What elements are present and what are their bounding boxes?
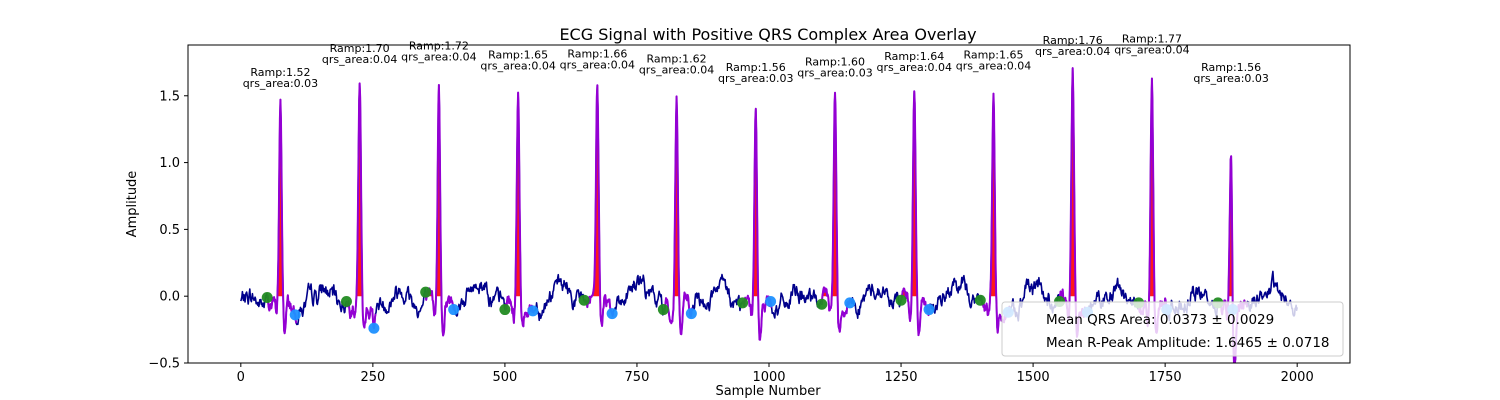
r-peak-amplitude-label: Ramp:1.65 [488, 49, 548, 62]
y-tick-label: 1.0 [159, 156, 180, 171]
qrs-segment-line [741, 107, 773, 341]
x-tick-label: 500 [492, 370, 517, 385]
qrs-onset-marker [499, 304, 511, 316]
qrs-onset-marker [261, 292, 273, 304]
qrs-offset-marker [289, 309, 301, 321]
qrs-area-label: qrs_area:0.03 [243, 77, 318, 90]
r-peak-amplitude-label: Ramp:1.56 [726, 61, 786, 74]
qrs-onset-marker [737, 297, 749, 309]
r-peak-amplitude-label: Ramp:1.66 [567, 47, 627, 60]
x-tick-label: 1500 [1017, 370, 1050, 385]
qrs-onset-marker [420, 286, 432, 298]
r-peak-amplitude-label: Ramp:1.64 [884, 50, 944, 63]
qrs-offset-marker [765, 296, 777, 308]
legend-entry-qrs-area: Mean QRS Area: 0.0373 ± 0.0029 [1046, 312, 1274, 328]
qrs-onset-marker [657, 304, 669, 316]
r-peak-amplitude-label: Ramp:1.62 [647, 53, 707, 66]
y-tick-label: −0.5 [148, 357, 180, 372]
qrs-area-label: qrs_area:0.04 [956, 60, 1031, 73]
qrs-offset-marker [923, 304, 935, 316]
qrs-offset-marker [448, 304, 460, 316]
legend-entry-r-peak: Mean R-Peak Amplitude: 1.6465 ± 0.0718 [1046, 335, 1330, 351]
qrs-area-label: qrs_area:0.04 [480, 60, 555, 73]
qrs-area-label: qrs_area:0.04 [639, 64, 714, 77]
qrs-area-label: qrs_area:0.04 [1035, 45, 1110, 58]
y-tick-label: 0.0 [159, 290, 180, 305]
qrs-area-label: qrs_area:0.03 [797, 66, 872, 79]
r-peak-amplitude-label: Ramp:1.72 [409, 39, 469, 52]
r-peak-amplitude-label: Ramp:1.77 [1122, 33, 1182, 46]
qrs-offset-marker [527, 305, 539, 317]
plot-area [240, 67, 1298, 363]
x-tick-label: 1750 [1149, 370, 1182, 385]
x-tick-label: 0 [237, 370, 245, 385]
qrs-area-label: qrs_area:0.04 [560, 58, 635, 71]
qrs-onset-marker [974, 294, 986, 306]
qrs-area-label: qrs_area:0.04 [1114, 44, 1189, 57]
r-peak-amplitude-label: Ramp:1.60 [805, 55, 865, 68]
qrs-area-label: qrs_area:0.03 [1193, 72, 1268, 85]
qrs-offset-marker [368, 322, 380, 334]
y-axis-ticks: −0.5 0.0 0.5 1.0 1.5 [148, 89, 188, 372]
chart-title: ECG Signal with Positive QRS Complex Are… [559, 25, 976, 44]
qrs-offset-marker [685, 308, 697, 320]
r-peak-amplitude-label: Ramp:1.56 [1201, 61, 1261, 74]
x-axis-title: Sample Number [715, 384, 821, 399]
r-peak-amplitude-label: Ramp:1.76 [1043, 34, 1103, 47]
qrs-segment-line [266, 98, 298, 335]
legend: Mean QRS Area: 0.0373 ± 0.0029 Mean R-Pe… [1001, 301, 1344, 357]
qrs-segment-line [820, 91, 852, 333]
qrs-onset-marker [578, 294, 590, 306]
x-tick-label: 2000 [1281, 370, 1314, 385]
qrs-offset-marker [606, 308, 618, 320]
x-tick-label: 1000 [752, 370, 785, 385]
qrs-offset-marker [844, 297, 856, 309]
qrs-area-label: qrs_area:0.04 [322, 53, 397, 66]
qrs-area-label: qrs_area:0.04 [401, 50, 476, 63]
x-axis-ticks: 0 250 500 750 1000 1250 1500 1750 2000 [237, 363, 1314, 385]
y-axis-title: Amplitude [125, 171, 140, 238]
annotation-layer: Ramp:1.52qrs_area:0.03Ramp:1.70qrs_area:… [243, 33, 1269, 90]
qrs-area-label: qrs_area:0.03 [718, 72, 793, 85]
x-tick-label: 250 [360, 370, 385, 385]
legend-box [1001, 301, 1344, 357]
r-peak-amplitude-label: Ramp:1.52 [250, 66, 310, 79]
y-tick-label: 1.5 [159, 89, 180, 104]
x-tick-label: 750 [625, 370, 650, 385]
qrs-onset-marker [816, 298, 828, 310]
qrs-onset-marker [340, 296, 352, 308]
x-tick-label: 1250 [884, 370, 917, 385]
qrs-area-label: qrs_area:0.04 [877, 61, 952, 74]
qrs-onset-marker [895, 294, 907, 306]
qrs-segment-line [345, 82, 377, 330]
y-tick-label: 0.5 [159, 223, 180, 238]
r-peak-amplitude-label: Ramp:1.65 [963, 49, 1023, 62]
